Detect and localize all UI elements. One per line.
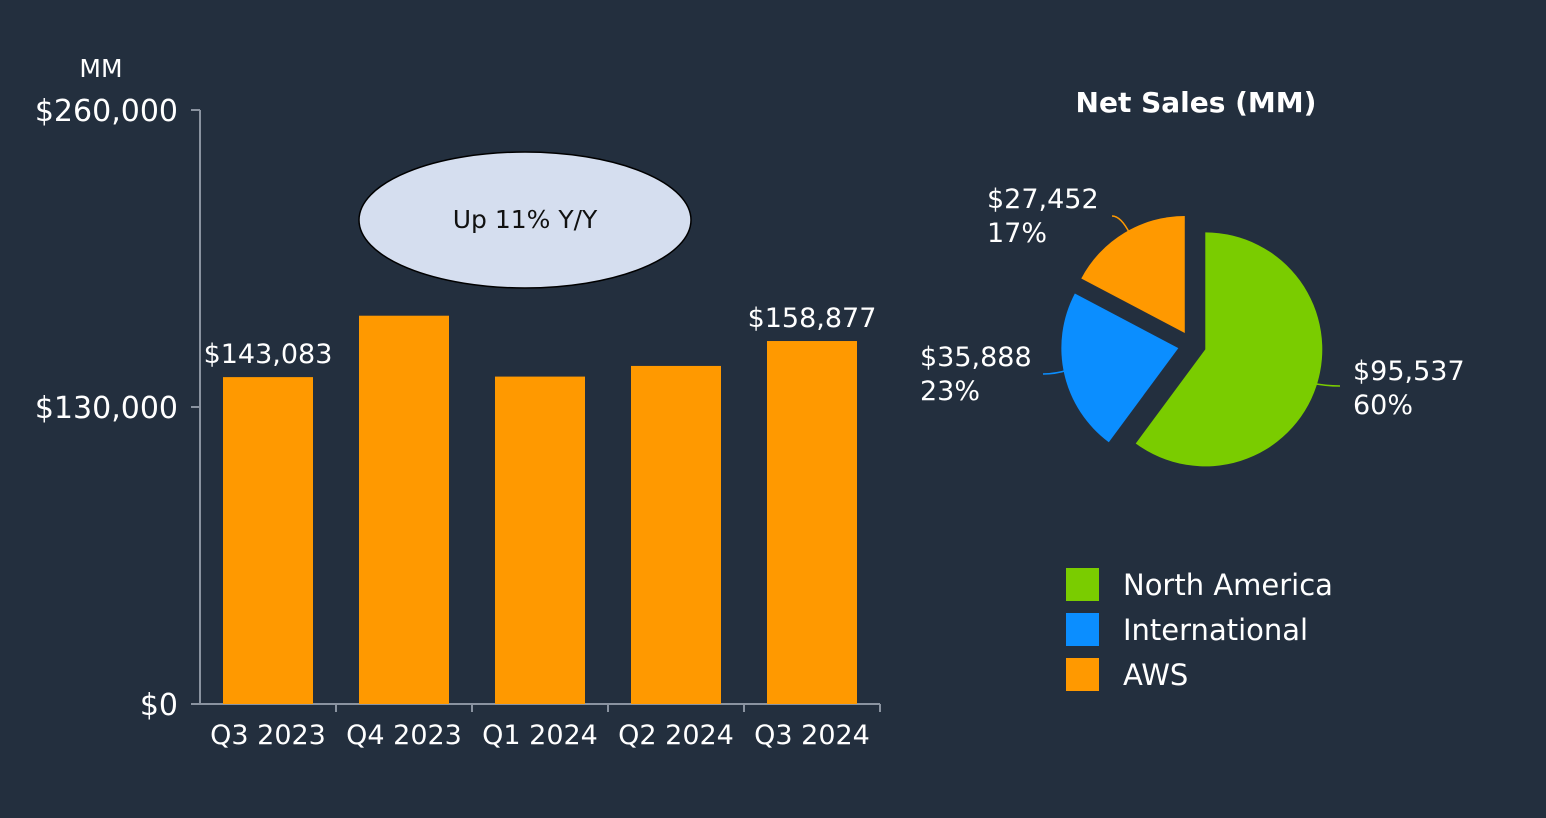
pie-slice [1135,232,1323,467]
legend-item: International [1066,607,1333,652]
legend-item: North America [1066,562,1333,607]
legend-swatch [1066,613,1099,646]
y-tick-label: $130,000 [35,391,178,426]
x-tick-label: Q1 2024 [482,720,598,751]
legend-label: AWS [1123,657,1189,692]
x-tick-label: Q3 2024 [754,720,870,751]
bar-data-label: $143,083 [204,339,333,370]
pie-legend: North America International AWS [1066,562,1333,697]
annotation-ellipse [358,151,692,289]
annotation-text: Up 11% Y/Y [453,205,598,234]
bar [223,377,313,704]
legend-label: North America [1123,567,1333,602]
x-tick-label: Q4 2023 [346,720,462,751]
x-tick-label: Q3 2023 [210,720,326,751]
pie-value-label: $27,452 [987,184,1099,215]
pie-leader-line [1310,382,1341,387]
y-tick-label: $260,000 [35,94,178,129]
legend-label: International [1123,612,1309,647]
pie-slice [1081,216,1185,334]
pie-title: Net Sales (MM) [1076,86,1317,119]
y-tick-label: $0 [140,688,178,723]
pie-percent-label: 17% [987,218,1047,249]
bar [631,365,721,704]
pie-value-label: $95,537 [1353,356,1465,387]
pie-value-label: $35,888 [920,342,1032,373]
pie-percent-label: 60% [1353,390,1413,421]
bar-chart: MM $0 $130,000 $260,000 Q3 2023 $143,083 Q4 20… [35,54,881,751]
y-unit-label: MM [79,54,122,83]
pie-leader-line [1111,215,1131,235]
bar [495,376,585,704]
x-tick-label: Q2 2024 [618,720,734,751]
pie-percent-label: 23% [920,376,980,407]
pie-leader-line [1042,369,1069,375]
bar [767,341,857,704]
legend-swatch [1066,658,1099,691]
bar [359,315,449,704]
legend-item: AWS [1066,652,1333,697]
pie-slice [1061,293,1179,443]
legend-swatch [1066,568,1099,601]
bar-data-label: $158,877 [748,303,877,334]
